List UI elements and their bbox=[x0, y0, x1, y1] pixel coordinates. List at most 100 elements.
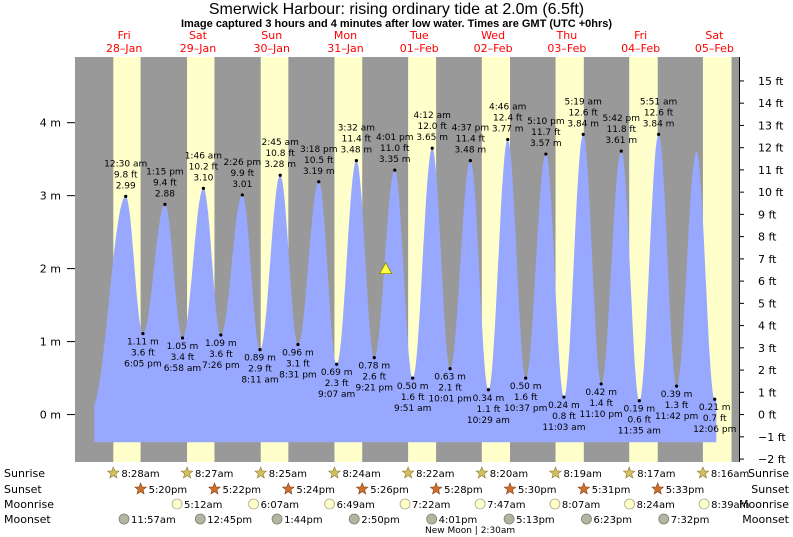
low-tide-label: 9:07 am bbox=[318, 390, 355, 400]
tide-point bbox=[619, 149, 623, 153]
high-tide-label: 5:10 pm bbox=[527, 117, 565, 127]
high-tide-label: 5:42 pm bbox=[602, 114, 640, 124]
moonset-time: 1:44pm bbox=[284, 515, 323, 526]
sunset-icon bbox=[651, 482, 665, 495]
moonset-time: 6:23pm bbox=[593, 515, 632, 526]
high-tide-label: 3.48 m bbox=[341, 146, 373, 156]
sunset-icon bbox=[134, 482, 148, 495]
low-tide-label: 0.19 m bbox=[624, 405, 656, 415]
day-weekday: Fri bbox=[634, 29, 647, 42]
low-tide-label: 2.3 ft bbox=[325, 379, 349, 389]
y-tick-label-ft: 3 ft bbox=[758, 342, 777, 355]
y-tick-label-ft: 12 ft bbox=[758, 142, 784, 155]
tide-point bbox=[141, 331, 145, 336]
day-date: 30–Jan bbox=[254, 42, 290, 55]
high-tide-label: 4:37 pm bbox=[452, 124, 490, 134]
low-tide-label: 0.7 ft bbox=[703, 414, 727, 424]
low-tide-label: 1.11 m bbox=[127, 338, 159, 348]
high-tide-label: 3.19 m bbox=[303, 167, 335, 177]
day-date: 05–Feb bbox=[695, 42, 734, 55]
astronomy-rows: Sunrise Sunrise Sunset Sunset Moonrise Moonri… bbox=[4, 466, 790, 536]
high-tide-label: 12.0 ft bbox=[417, 122, 447, 132]
tide-point bbox=[524, 376, 528, 380]
y-tick-label-ft: −1 ft bbox=[758, 431, 786, 444]
low-tide-label: 0.8 ft bbox=[552, 412, 576, 422]
sunrise-icon bbox=[327, 466, 341, 479]
tide-point bbox=[296, 342, 300, 347]
tide-point bbox=[163, 202, 167, 207]
low-tide-label: 2.1 ft bbox=[438, 384, 462, 394]
moonset-icon bbox=[581, 513, 592, 525]
sunrise-time: 8:16am bbox=[711, 469, 749, 480]
moonrise-row-label-right: Moonrise bbox=[739, 498, 789, 511]
high-tide-label: 3:18 pm bbox=[300, 145, 338, 155]
high-tide-label: 11.4 ft bbox=[342, 135, 372, 145]
tide-labels: 12:30 am9.8 ft2.991.11 m3.6 ft6:05 pm1:1… bbox=[104, 97, 736, 436]
high-tide-label: 2:26 pm bbox=[224, 158, 262, 168]
sunrise-icon bbox=[475, 466, 489, 479]
y-tick-label-ft: −2 ft bbox=[758, 453, 786, 466]
high-tide-label: 4:01 pm bbox=[376, 133, 414, 143]
high-tide-label: 10.8 ft bbox=[265, 149, 295, 159]
low-tide-label: 1.1 ft bbox=[477, 405, 501, 415]
y-tick-label-ft: 6 ft bbox=[758, 275, 777, 288]
tide-curve bbox=[94, 134, 717, 443]
high-tide-label: 1:15 pm bbox=[146, 167, 184, 177]
high-tide-label: 3:32 am bbox=[338, 124, 375, 134]
sunset-icon bbox=[577, 482, 591, 495]
sunset-icon bbox=[429, 482, 443, 495]
y-tick-label-ft: 4 ft bbox=[758, 320, 777, 333]
day-weekday: Mon bbox=[334, 29, 357, 42]
sunset-icon bbox=[208, 482, 221, 495]
day-headers: Fri28–JanSat29–JanSun30–JanMon31–JanTue0… bbox=[106, 29, 734, 55]
high-tide-label: 9.8 ft bbox=[114, 170, 138, 180]
sunset-icon bbox=[503, 482, 517, 495]
tide-point bbox=[317, 180, 321, 184]
low-tide-label: 3.4 ft bbox=[171, 353, 195, 363]
sunset-time: 5:22pm bbox=[222, 485, 261, 496]
tide-point bbox=[637, 399, 641, 403]
y-tick-label-m: 1 m bbox=[40, 336, 61, 349]
low-tide-label: 9:51 am bbox=[394, 404, 431, 414]
sunrise-time: 8:27am bbox=[195, 469, 233, 480]
day-weekday: Thu bbox=[556, 29, 578, 42]
sunrise-icon bbox=[401, 466, 415, 479]
low-tide-label: 8:31 pm bbox=[279, 371, 317, 381]
sunrise-row-label-right: Sunrise bbox=[748, 467, 789, 480]
day-date: 02–Feb bbox=[474, 42, 513, 55]
sunset-row-label-right: Sunset bbox=[751, 483, 789, 496]
moonset-time: 4:01pm bbox=[439, 515, 478, 526]
low-tide-label: 10:29 am bbox=[467, 416, 510, 426]
low-tide-label: 6:58 am bbox=[164, 364, 201, 374]
chart-title: Smerwick Harbour: rising ordinary tide a… bbox=[208, 1, 585, 18]
moonset-row-label-left: Moonset bbox=[4, 513, 51, 526]
moonrise-icon bbox=[324, 498, 335, 510]
high-tide-label: 3.10 bbox=[193, 173, 213, 183]
high-tide-label: 3.57 m bbox=[530, 139, 562, 149]
tide-point bbox=[448, 366, 452, 371]
sunrise-time: 8:28am bbox=[121, 469, 159, 480]
low-tide-label: 12:06 pm bbox=[693, 425, 736, 435]
tide-point bbox=[201, 186, 205, 190]
high-tide-label: 3.48 m bbox=[455, 146, 487, 156]
low-tide-label: 0.63 m bbox=[434, 373, 466, 383]
tide-point bbox=[581, 132, 585, 136]
y-tick-label-m: 2 m bbox=[40, 263, 61, 276]
tide-point bbox=[354, 159, 358, 163]
low-tide-label: 0.39 m bbox=[661, 390, 693, 400]
y-tick-label-ft: 1 ft bbox=[758, 386, 777, 399]
low-tide-label: 9:21 pm bbox=[355, 384, 393, 394]
high-tide-label: 3.35 m bbox=[379, 155, 411, 165]
moonset-icon bbox=[658, 513, 670, 525]
tide-point bbox=[657, 132, 661, 136]
sunset-time: 5:26pm bbox=[370, 485, 409, 496]
tide-point bbox=[430, 146, 434, 150]
moonset-row-label-right: Moonset bbox=[742, 513, 789, 526]
tide-point bbox=[506, 137, 510, 142]
tide-point bbox=[562, 395, 566, 399]
tide-point bbox=[180, 336, 185, 340]
tide-point bbox=[335, 362, 339, 366]
low-tide-label: 0.50 m bbox=[510, 382, 542, 392]
sunset-row-label-left: Sunset bbox=[4, 483, 42, 496]
tide-point bbox=[486, 388, 491, 392]
